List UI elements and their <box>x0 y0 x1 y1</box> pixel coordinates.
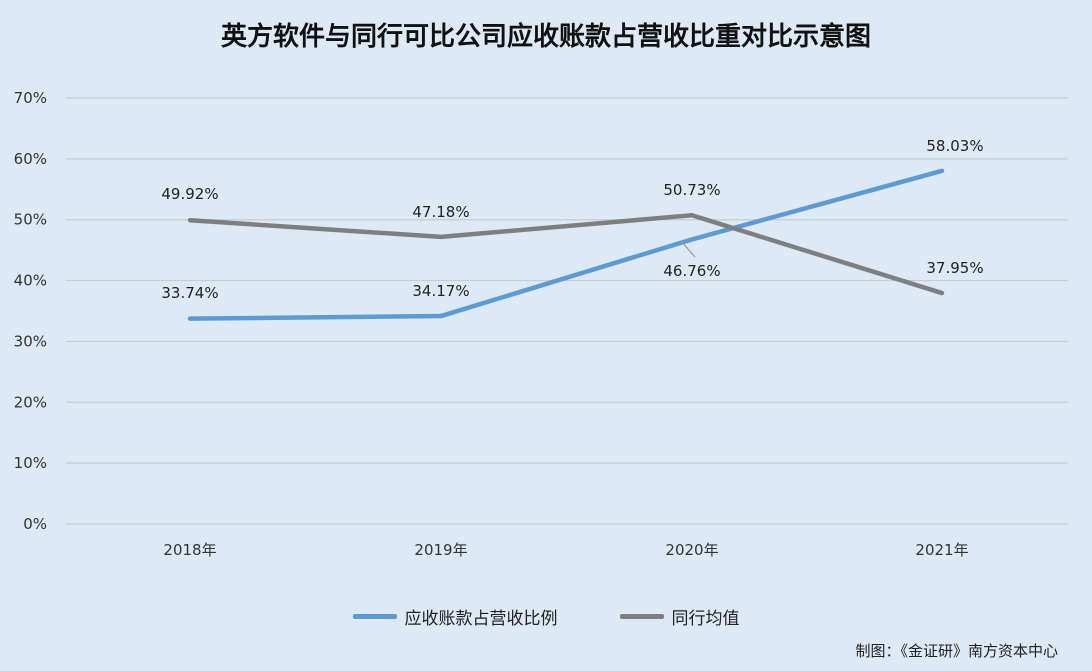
series-lines <box>187 168 945 321</box>
line-series-a <box>187 168 945 321</box>
y-tick-label: 20% <box>14 393 47 411</box>
legend-label-series-b: 同行均值 <box>671 609 740 629</box>
y-tick-label: 60% <box>14 150 47 168</box>
data-label-series-b: 47.18% <box>412 203 469 221</box>
data-label-series-b: 49.92% <box>161 185 218 203</box>
data-label-series-b: 50.73% <box>663 181 720 199</box>
legend-label-series-a: 应收账款占营收比例 <box>404 609 558 629</box>
y-tick-label: 70% <box>14 89 47 107</box>
data-labels: 33.74% 34.17% 46.76% 58.03% 49.92% 47.18% 50.7… <box>161 137 983 302</box>
line-series-b <box>187 213 945 296</box>
legend-swatch-series-a <box>352 614 397 619</box>
line-chart: 0%10%20%30%40%50%60%70% 2018年 2019年 2020年 2… <box>14 89 1068 559</box>
y-tick-label: 30% <box>14 332 47 350</box>
legend-item-series-a: 应收账款占营收比例 <box>352 604 558 629</box>
legend-item-series-b: 同行均值 <box>619 604 740 629</box>
x-tick-label: 2021年 <box>915 541 968 559</box>
data-label-series-a: 46.76% <box>663 262 720 280</box>
leader-line <box>680 240 696 258</box>
data-label-series-a: 34.17% <box>412 282 469 300</box>
y-tick-label: 0% <box>23 515 47 533</box>
data-label-series-b: 37.95% <box>926 259 983 277</box>
y-tick-label: 10% <box>14 454 47 472</box>
y-tick-label: 50% <box>14 211 47 229</box>
data-label-series-a: 58.03% <box>926 137 983 155</box>
y-tick-label: 40% <box>14 272 47 290</box>
x-tick-label: 2019年 <box>414 541 467 559</box>
chart-title: 英方软件与同行可比公司应收账款占营收比重对比示意图 <box>220 22 871 52</box>
gridlines <box>66 97 1068 525</box>
legend: 应收账款占营收比例 同行均值 <box>0 604 1092 629</box>
x-tick-label: 2020年 <box>665 541 718 559</box>
legend-swatch-series-b <box>619 614 664 619</box>
y-axis-ticks: 0% 10% 20% 30% 40% 50% 60% 70% <box>14 89 47 533</box>
data-label-series-a: 33.74% <box>161 284 218 302</box>
credit-note: 制图：《金证研》南方资本中心 <box>855 642 1058 660</box>
x-tick-label: 2018年 <box>163 541 216 559</box>
x-axis-ticks: 2018年 2019年 2020年 2021年 <box>163 541 968 559</box>
